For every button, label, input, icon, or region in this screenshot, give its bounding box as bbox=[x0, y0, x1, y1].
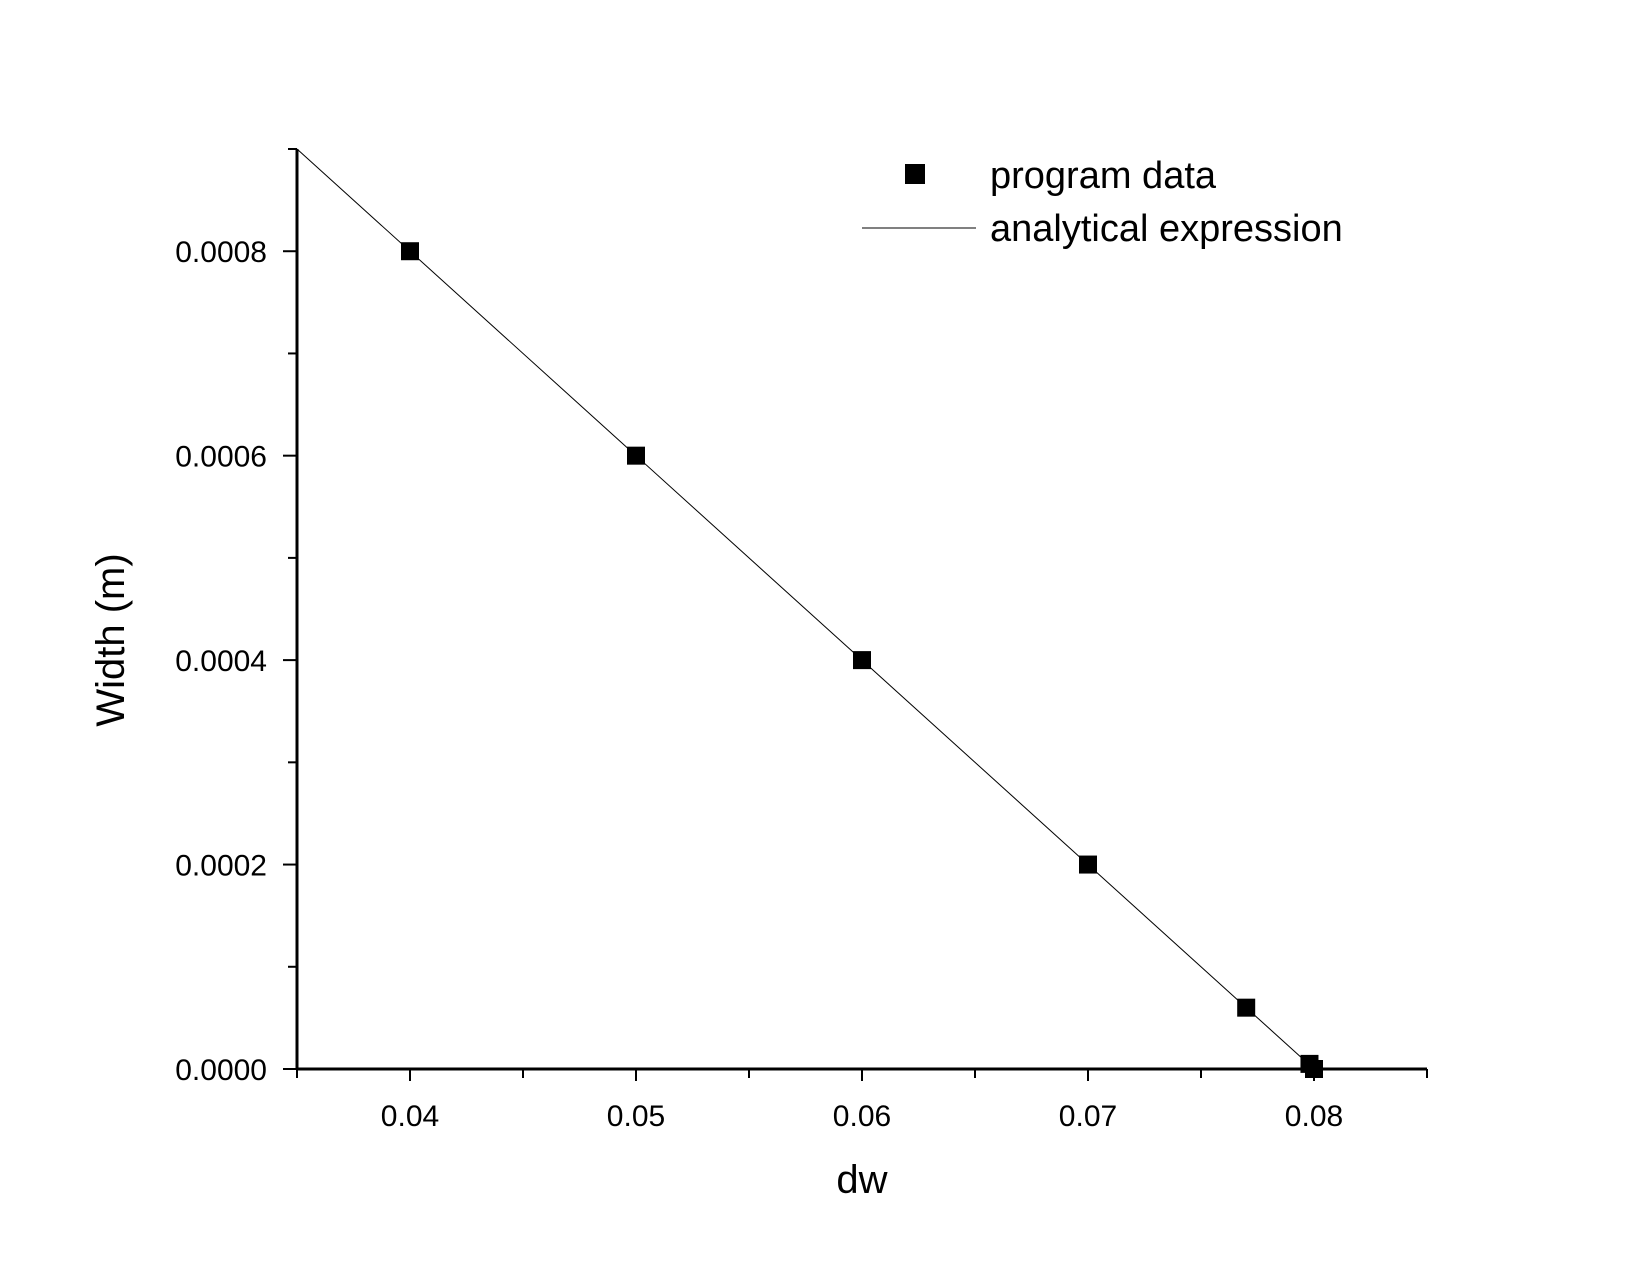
legend: program data analytical expression bbox=[862, 155, 1343, 250]
x-tick-label: 0.08 bbox=[1285, 1100, 1343, 1133]
data-point bbox=[401, 242, 419, 261]
axes: 0.04 0.05 0.06 0.07 0.08 0.0000 0.0002 0.0004 0.… bbox=[175, 148, 1428, 1133]
analytical-expression-line bbox=[296, 148, 1315, 1070]
y-tick-label: 0.0008 bbox=[175, 236, 267, 269]
y-tick-label: 0.0000 bbox=[175, 1054, 267, 1087]
legend-label-analytical-expression: analytical expression bbox=[990, 208, 1343, 250]
data-point bbox=[1079, 855, 1097, 874]
x-tick-label: 0.04 bbox=[381, 1100, 439, 1133]
data-point bbox=[853, 651, 871, 670]
y-tick-label: 0.0004 bbox=[175, 645, 267, 678]
data-point bbox=[1237, 998, 1256, 1017]
legend-label-program-data: program data bbox=[990, 155, 1217, 197]
x-tick-label: 0.07 bbox=[1059, 1100, 1117, 1133]
y-tick-label: 0.0006 bbox=[175, 441, 267, 474]
x-tick-label: 0.05 bbox=[607, 1100, 665, 1133]
x-axis-label: dw bbox=[836, 1158, 887, 1202]
y-tick-label: 0.0002 bbox=[175, 850, 267, 883]
y-axis-label: Width (m) bbox=[89, 553, 133, 726]
data-point bbox=[627, 446, 645, 465]
plot-area bbox=[296, 148, 1323, 1078]
legend-marker-program-data bbox=[905, 164, 925, 184]
x-tick-label: 0.06 bbox=[833, 1100, 891, 1133]
